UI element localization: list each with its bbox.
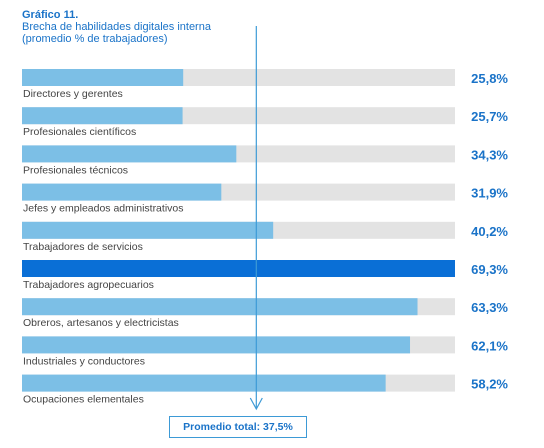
value-label: 34,3% — [471, 147, 508, 162]
bar — [22, 298, 418, 316]
bar — [22, 336, 411, 354]
bar — [22, 260, 455, 277]
value-label: 25,7% — [471, 109, 508, 124]
bar — [22, 69, 184, 86]
value-label: 25,8% — [471, 71, 508, 86]
category-label: Profesionales científicos — [23, 126, 136, 138]
category-label: Jefes y empleados administrativos — [23, 203, 184, 215]
category-label: Profesionales técnicos — [23, 164, 128, 176]
value-label: 58,2% — [471, 377, 508, 392]
category-label: Obreros, artesanos y electricistas — [23, 317, 179, 329]
category-label: Trabajadores de servicios — [23, 241, 143, 253]
category-label: Ocupaciones elementales — [23, 394, 144, 406]
bar — [22, 221, 274, 239]
chart-title-block: Gráfico 11. Brecha de habilidades digita… — [22, 9, 211, 45]
chart-subtitle-line-2: (promedio % de trabajadores) — [22, 33, 168, 45]
value-label: 62,1% — [471, 338, 508, 353]
bar — [22, 183, 222, 201]
category-label: Industriales y conductores — [23, 355, 145, 367]
value-label: 40,2% — [471, 224, 508, 239]
chart-title: Gráfico 11. — [22, 9, 79, 21]
value-label: 69,3% — [471, 262, 508, 277]
chart-subtitle-line-1: Brecha de habilidades digitales interna — [22, 21, 211, 33]
average-label-box: Promedio total: 37,5% — [169, 416, 307, 438]
category-label: Directores y gerentes — [23, 88, 123, 100]
average-arrow-icon — [249, 397, 263, 411]
value-label: 63,3% — [471, 300, 508, 315]
value-label: 31,9% — [471, 186, 508, 201]
bar — [22, 374, 386, 392]
bar — [22, 145, 237, 163]
bar — [22, 107, 183, 125]
category-label: Trabajadores agropecuarios — [23, 279, 154, 291]
